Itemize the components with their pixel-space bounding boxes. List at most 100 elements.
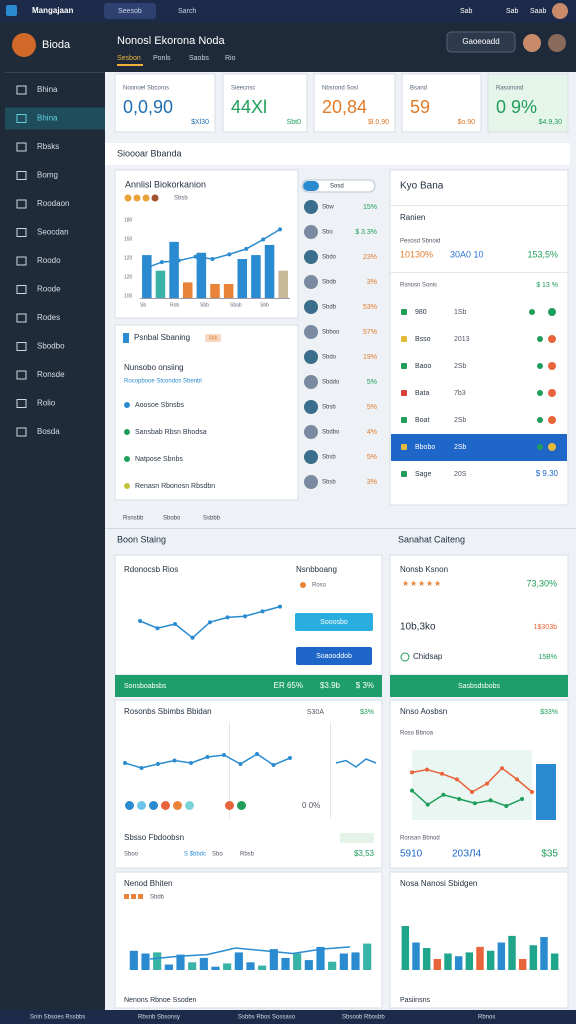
bar (363, 943, 372, 970)
footer-link[interactable]: Snin Sbsoes Rssbbs (30, 1015, 85, 1021)
footer-link[interactable]: Ssbbs Rbos Sossaso (238, 1015, 296, 1021)
menu-item[interactable]: Roodaon (37, 199, 69, 208)
bar (401, 926, 410, 970)
top-item[interactable]: Sab (506, 8, 519, 15)
dropdown-label[interactable]: Sosd (330, 184, 344, 190)
menu-item[interactable]: Rbsks (37, 142, 59, 151)
marker (548, 443, 556, 451)
link[interactable]: Rocopbooe Stcondos Sbenbl (124, 379, 202, 385)
strip-item[interactable]: Sbobo (163, 516, 181, 522)
search-box (104, 3, 156, 19)
bottom-label: Nenons Rbnoe Ssoden (124, 997, 196, 1004)
menu-item[interactable]: Bomg (37, 171, 58, 180)
row-value: 53% (363, 304, 377, 311)
top-item[interactable]: Sab (460, 8, 473, 15)
point (440, 771, 444, 776)
chart-area (412, 750, 532, 820)
menu-item[interactable]: Rodes (37, 313, 60, 322)
avatar (304, 475, 318, 489)
band-value: $ 3% (356, 681, 374, 690)
point (205, 755, 210, 759)
row-icon (401, 471, 407, 477)
strip-item[interactable]: Ssbbb (203, 516, 221, 522)
avatar (304, 425, 318, 439)
kpi-label: Nbsrond Sosl (322, 86, 358, 92)
panel-title: Nonsb Ksnon (400, 565, 448, 574)
row-mid: 2Sb (454, 363, 467, 370)
top-item[interactable]: Saab (530, 8, 546, 15)
subtitle: Sbsb (174, 196, 188, 202)
avatar (523, 34, 541, 52)
kpi-card (313, 73, 396, 133)
menu-item[interactable]: Bhina (37, 114, 58, 123)
point (410, 788, 414, 793)
button (295, 613, 373, 631)
tab[interactable]: Rio (225, 55, 236, 62)
section-title: Sanahat Caiteng (398, 534, 465, 544)
key-stat: 153,5% (527, 249, 558, 259)
tab[interactable]: Sesbon (117, 55, 141, 62)
point (488, 798, 493, 803)
row-name: Boat (415, 417, 429, 424)
menu-item[interactable]: Roodo (37, 256, 61, 265)
bottom-label: Pasiinsns (400, 997, 430, 1004)
row-name: Sage (415, 471, 431, 478)
row-name: Bsso (415, 336, 431, 343)
row-name: Sbsb (322, 455, 336, 461)
kpi-card (487, 73, 569, 133)
bar (540, 937, 548, 970)
footer-link[interactable]: Sbsoob Rbosbb (342, 1015, 385, 1021)
axis-label: 150 (124, 236, 133, 242)
row-value: 15% (363, 204, 377, 211)
bar (433, 959, 442, 970)
search-hint: Sarch (178, 8, 196, 15)
point (441, 792, 446, 797)
footer-value: $35 (541, 849, 558, 860)
key-sublabel: Pesosd Sbnoid (400, 239, 440, 245)
divider (229, 722, 230, 818)
tab[interactable]: Saobs (189, 55, 209, 62)
star: ★ (426, 579, 433, 588)
menu-item[interactable]: Roode (37, 285, 61, 294)
menu-icon (16, 85, 27, 95)
kpi-value: 59 (410, 97, 430, 117)
menu-item[interactable]: Seocdan (37, 228, 69, 237)
legend-dot (185, 801, 194, 810)
menu-item[interactable]: Ronsde (37, 370, 65, 379)
x-label: Rob (170, 302, 179, 308)
item-icon (124, 483, 130, 489)
menu-icon (16, 370, 27, 380)
bar (196, 252, 207, 298)
footer-link[interactable]: Rbsnb Sbsonsy (138, 1015, 180, 1021)
axis-label: 100 (124, 293, 133, 299)
button-label[interactable]: Gaoeoadd (462, 37, 499, 46)
tab[interactable]: Ponls (153, 55, 171, 62)
button-label[interactable]: Sooosbo (320, 619, 348, 626)
menu-item[interactable]: Bosda (37, 427, 60, 436)
footer-link[interactable]: Rbnos (478, 1015, 495, 1021)
tab-underline (117, 64, 143, 66)
key-stat: $ 13 % (536, 282, 558, 289)
menu-item[interactable]: Rolio (37, 399, 56, 408)
menu-item[interactable]: Bhina (37, 85, 58, 94)
divider (5, 72, 105, 73)
point (222, 753, 226, 757)
footer (0, 1010, 576, 1024)
nenod-panel (114, 871, 383, 1009)
row-name: Sbsb (322, 405, 336, 411)
row-name: Sbddo (322, 380, 340, 386)
dot-label: 0 0% (302, 801, 320, 810)
point (156, 762, 160, 766)
button-label[interactable]: Soaooddob (316, 653, 352, 660)
legend-dot (125, 801, 134, 810)
strip-item[interactable]: Rsnsbb (123, 516, 144, 522)
footer-value: $3,53 (354, 849, 375, 858)
side-title: Nsnbboang (296, 565, 337, 574)
rating-value: 10b,3ko (400, 622, 436, 633)
axis-label: 120 (124, 274, 133, 280)
search[interactable]: Seesob (118, 8, 142, 15)
panel-title: Annlisl Biokorkanion (125, 179, 206, 189)
row-name: Sbdb (322, 280, 337, 286)
point (172, 758, 177, 763)
menu-item[interactable]: Sbodbo (37, 342, 65, 351)
